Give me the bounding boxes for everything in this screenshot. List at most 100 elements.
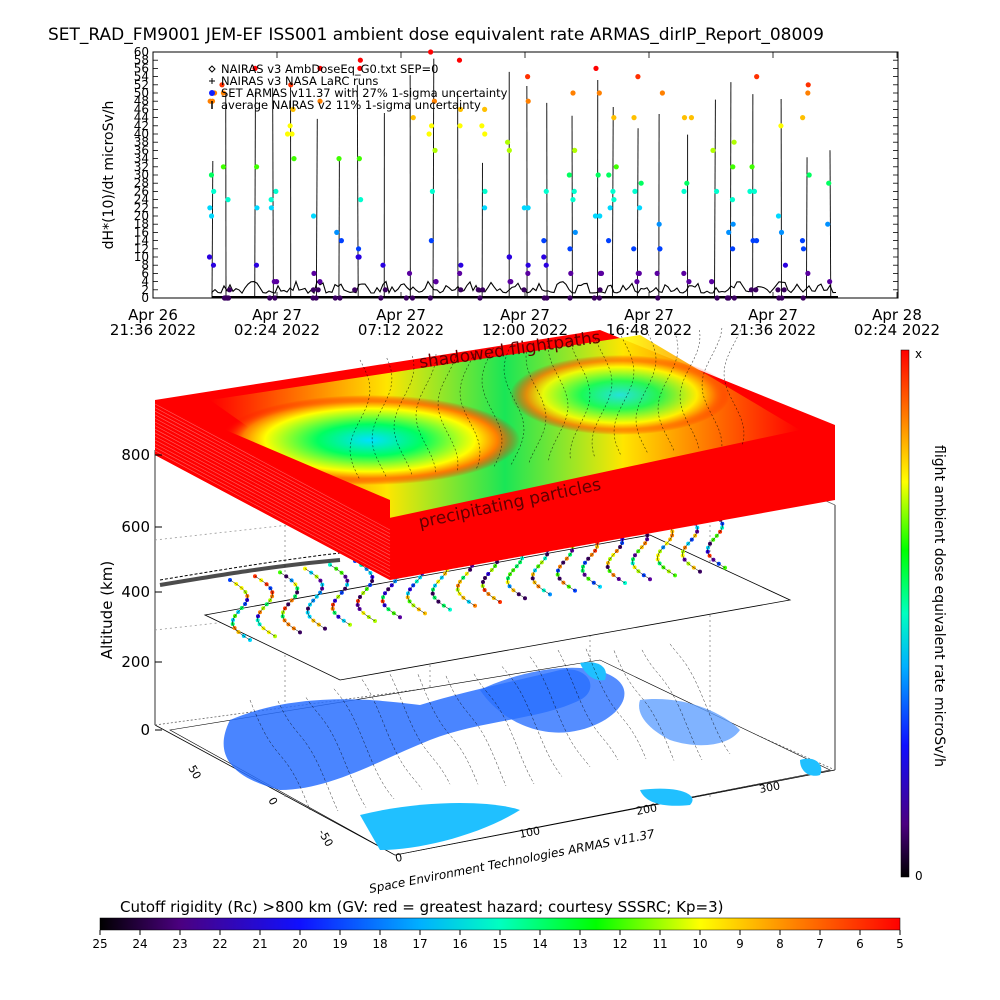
y-tick: 12 — [134, 242, 898, 256]
armas-dot — [525, 74, 531, 80]
armas-dot — [317, 279, 323, 285]
armas-dot — [779, 295, 785, 301]
top-plot: 0246810121416182022242628303234363840424… — [101, 45, 940, 339]
cutoff-tick: 15 — [492, 930, 508, 951]
armas-dot — [749, 164, 755, 170]
cutoff-tick: 19 — [332, 930, 348, 951]
flight-line — [806, 157, 808, 299]
longitude-tick-label: 100 — [518, 824, 541, 841]
flight-line — [611, 106, 614, 299]
cutoff-tick-label: 8 — [776, 937, 784, 951]
3d-plot: shadowed flightpaths precipitating parti… — [98, 325, 836, 896]
armas-dot — [336, 156, 342, 162]
armas-dot — [606, 172, 612, 178]
armas-dot — [731, 295, 737, 301]
armas-dot — [753, 287, 759, 293]
armas-dot — [428, 238, 434, 244]
armas-dot — [482, 188, 488, 194]
armas-dot — [827, 279, 833, 285]
armas-dot — [747, 188, 753, 194]
armas-dot — [611, 115, 617, 121]
armas-dot — [429, 188, 436, 194]
armas-dot — [632, 188, 638, 194]
armas-dot — [208, 213, 215, 219]
altitude-tick: 800 — [121, 446, 162, 464]
altitude-tick: 0 — [140, 721, 162, 739]
armas-dot — [543, 188, 549, 194]
armas-dot — [252, 65, 258, 71]
cutoff-tick: 9 — [736, 930, 744, 951]
armas-dot — [730, 164, 736, 170]
cutoff-tick-label: 13 — [572, 937, 587, 951]
armas-dot — [428, 123, 435, 129]
y-tick-label: 48 — [134, 94, 149, 108]
y-tick: 26 — [134, 184, 898, 198]
cutoff-tick: 16 — [452, 930, 468, 951]
armas-dot — [428, 49, 434, 55]
altitude-tick-label: 0 — [140, 721, 150, 739]
armas-dot — [207, 205, 213, 211]
y-tick-label: 32 — [134, 160, 149, 174]
armas-dot — [338, 238, 344, 244]
armas-dot — [778, 229, 785, 235]
armas-dot — [799, 238, 806, 244]
cutoff-tick-label: 22 — [212, 937, 227, 951]
y-tick-label: 24 — [134, 193, 149, 207]
armas-dot — [310, 213, 317, 219]
armas-dot — [291, 156, 297, 162]
armas-dot — [525, 98, 531, 104]
armas-dot — [458, 262, 464, 268]
armas-dot — [714, 295, 720, 301]
armas-dot — [272, 295, 278, 301]
y-tick: 44 — [134, 111, 898, 125]
altitude-tick: 200 — [121, 653, 162, 671]
cutoff-tick-label: 12 — [612, 937, 627, 951]
armas-dot — [635, 74, 641, 80]
cutoff-tick: 22 — [212, 930, 228, 951]
cutoff-tick: 11 — [652, 930, 668, 951]
y-tick: 18 — [134, 217, 898, 231]
latitude-tick-label: -50 — [315, 827, 335, 849]
flight-line — [272, 87, 274, 299]
armas-dot — [403, 295, 409, 301]
y-tick: 56 — [134, 61, 898, 75]
armas-dot — [477, 295, 483, 301]
y-tick: 48 — [134, 94, 898, 108]
armas-dot — [684, 180, 690, 186]
armas-dot — [432, 147, 438, 153]
cutoff-tick-label: 6 — [856, 937, 864, 951]
y-tick: 36 — [134, 143, 898, 157]
armas-dot — [274, 279, 280, 285]
y-tick-label: 4 — [141, 275, 149, 289]
y-tick: 54 — [134, 70, 898, 84]
y-tick-label: 16 — [134, 225, 149, 239]
y-tick: 16 — [134, 225, 898, 239]
y-tick-label: 30 — [134, 168, 149, 182]
armas-dot — [289, 131, 295, 137]
x-tick-date: Apr 27 — [252, 306, 302, 324]
armas-dot — [458, 287, 464, 293]
legend-label: NAIRAS v3 NASA LaRC runs — [221, 74, 378, 88]
legend-item: NAIRAS v3 NASA LaRC runs — [209, 74, 378, 88]
dose-colorbar: x 0 flight ambient dose equivalent rate … — [900, 347, 947, 883]
armas-dot — [482, 106, 488, 112]
armas-dot — [595, 172, 601, 178]
armas-dot — [730, 246, 736, 252]
altitude-tick-label: 200 — [121, 653, 150, 671]
armas-dot — [334, 229, 340, 235]
cutoff-tick: 25 — [92, 930, 108, 951]
armas-dot — [597, 270, 603, 276]
cutoff-tick-label: 21 — [252, 937, 267, 951]
legend-item: NAIRAS v3 AmbDoseEq_G0.txt SEP=0 — [208, 62, 438, 76]
y-tick-label: 26 — [134, 184, 149, 198]
armas-dot — [686, 279, 692, 285]
armas-dot — [456, 57, 463, 63]
armas-dot — [748, 287, 755, 293]
flight-line — [315, 118, 318, 299]
armas-dot — [781, 287, 787, 293]
y-tick-label: 8 — [141, 258, 149, 272]
flight-line — [432, 58, 435, 299]
y-tick-label: 52 — [134, 78, 149, 92]
